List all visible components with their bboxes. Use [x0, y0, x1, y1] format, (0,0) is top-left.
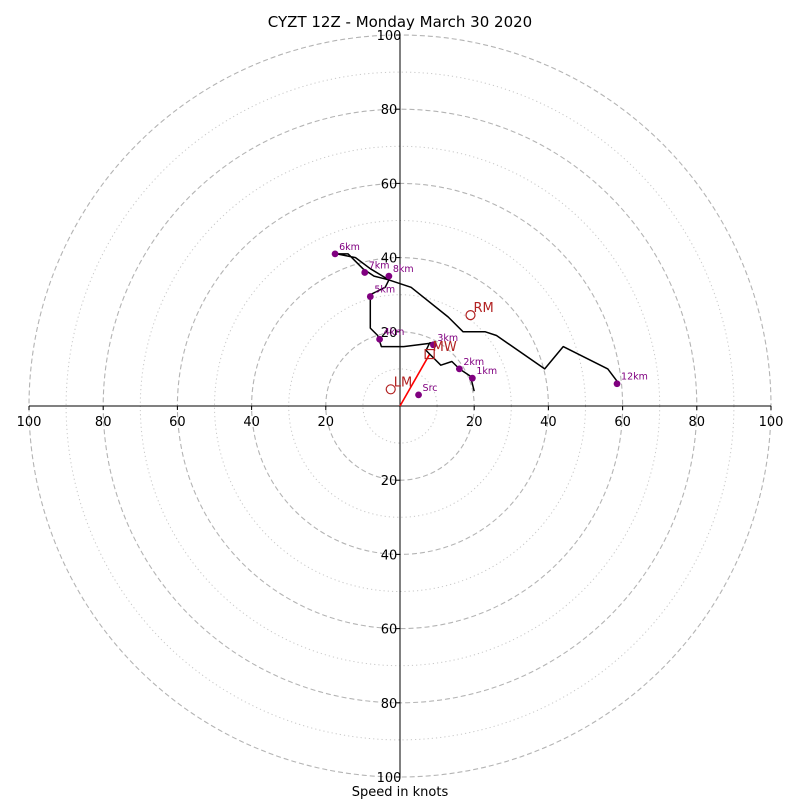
x-tick-label: 40: [243, 415, 260, 430]
x-tick-label: 60: [614, 415, 631, 430]
height-label-6km: 6km: [339, 242, 360, 253]
height-label-7km: 7km: [369, 260, 390, 271]
height-label-12km: 12km: [621, 372, 648, 383]
x-tick-label: 100: [17, 415, 42, 430]
height-marker-src: [415, 391, 422, 399]
x-tick-label: 40: [540, 415, 557, 430]
storm-motion-label-rm: RM: [473, 301, 493, 316]
y-tick-label: 20: [381, 326, 398, 341]
x-tick-label: 80: [689, 415, 706, 430]
x-tick-label: 20: [466, 415, 483, 430]
height-marker-12km: [613, 380, 621, 388]
height-marker-8km: [385, 272, 393, 280]
storm-motion-label-lm: LM: [394, 375, 412, 390]
y-tick-label: 20: [381, 474, 398, 489]
height-marker-2km: [455, 365, 463, 373]
storm-motion-marker-mw: [424, 348, 435, 360]
height-label-5km: 5km: [374, 285, 395, 296]
x-tick-label: 20: [318, 415, 335, 430]
y-tick-label: 40: [381, 252, 398, 267]
height-marker-1km: [468, 374, 476, 382]
tick-labels: 100 80 60 40 20 20 40 60 80 100 100 80 60 40 20 20 40 60 8…: [17, 29, 784, 786]
x-tick-label: 80: [95, 415, 112, 430]
height-marker-5km: [366, 293, 374, 300]
height-label-1km: 1km: [476, 366, 497, 377]
height-label-src: Src: [423, 383, 438, 394]
height-label-3km: 3km: [437, 333, 458, 344]
height-label-2km: 2km: [463, 357, 484, 368]
storm-motion-marker-rm: [465, 310, 476, 321]
x-axis-label: Speed in knots: [352, 785, 449, 800]
height-label-4km: 4km: [384, 327, 405, 338]
y-tick-label: 100: [377, 29, 402, 44]
y-tick-label: 100: [377, 771, 402, 786]
y-tick-label: 40: [381, 548, 398, 563]
height-marker-4km: [376, 335, 383, 343]
storm-motion-marker-lm: [385, 384, 396, 395]
chart-title: CYZT 12Z - Monday March 30 2020: [268, 13, 532, 31]
mean-wind-vector: [399, 353, 431, 407]
x-tick-label: 100: [759, 415, 784, 430]
storm-motion-label-mw: MW: [433, 340, 457, 355]
height-marker-3km: [429, 341, 437, 349]
wind-profile-line: [336, 253, 620, 392]
height-marker-6km: [331, 250, 339, 258]
y-tick-label: 80: [381, 103, 398, 118]
x-tick-label: 60: [169, 415, 186, 430]
y-tick-label: 60: [381, 623, 398, 638]
height-label-8km: 8km: [393, 264, 414, 275]
y-tick-label: 60: [381, 177, 398, 192]
y-tick-label: 80: [381, 697, 398, 712]
height-marker-7km: [361, 269, 369, 276]
